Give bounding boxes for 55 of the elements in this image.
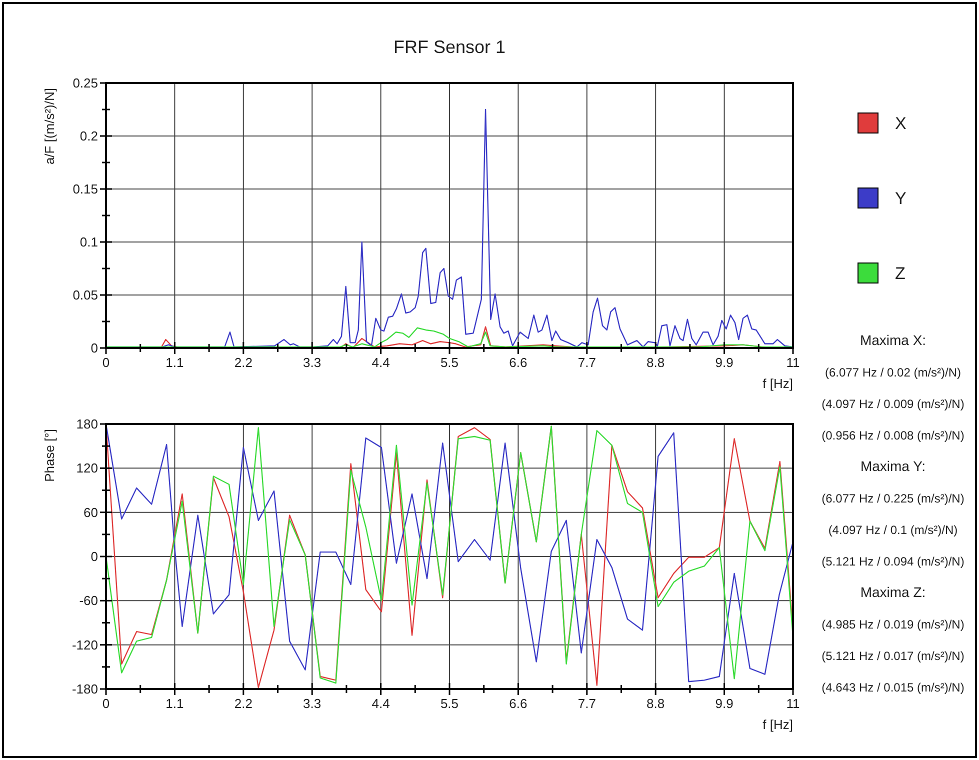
y-axis-title: a/F [(m/s²)/N] xyxy=(42,88,57,165)
y-tick-label: -60 xyxy=(79,593,98,608)
y-tick-label: 0 xyxy=(90,340,98,356)
y-tick-label: -120 xyxy=(72,637,98,652)
x-axis-title: f [Hz] xyxy=(762,376,793,391)
text: Maxima X: xyxy=(860,332,926,348)
x-tick-label: 0 xyxy=(102,696,110,711)
y-tick-label: 120 xyxy=(76,460,98,476)
x-tick-label: 2.2 xyxy=(234,355,252,370)
text: (5.121 Hz / 0.094 (m/s²)/N) xyxy=(822,554,964,568)
x-tick-label: 5.5 xyxy=(440,696,459,711)
y-tick-label: 0 xyxy=(90,549,98,564)
x-tick-label: 7.7 xyxy=(578,355,596,370)
y-tick-label: 0.05 xyxy=(72,288,98,302)
y-tick-label: 180 xyxy=(76,416,98,432)
x-tick-label: 9.9 xyxy=(715,696,734,711)
x-tick-label: 11 xyxy=(786,355,800,370)
x-axis-title: f [Hz] xyxy=(762,717,793,732)
text: (4.643 Hz / 0.015 (m/s²)/N) xyxy=(822,680,964,694)
x-tick-label: 6.6 xyxy=(509,696,528,711)
x-tick-label: 2.2 xyxy=(234,696,252,711)
x-tick-label: 4.4 xyxy=(372,355,390,370)
legend-label: Z xyxy=(895,264,906,283)
text: (0.956 Hz / 0.008 (m/s²)/N) xyxy=(822,428,964,442)
text: Maxima Z: xyxy=(860,584,926,600)
legend-label: Y xyxy=(895,189,906,208)
y-tick-label: 0.2 xyxy=(80,128,98,144)
text: (4.097 Hz / 0.1 (m/s²)/N) xyxy=(828,523,958,537)
y-tick-label: 0.25 xyxy=(72,76,98,90)
x-tick-label: 0 xyxy=(102,355,110,370)
y-tick-label: 60 xyxy=(84,504,98,520)
x-tick-label: 4.4 xyxy=(372,696,390,711)
x-tick-label: 3.3 xyxy=(303,696,322,711)
text: (6.077 Hz / 0.225 (m/s²)/N) xyxy=(822,492,964,506)
x-tick-label: 8.8 xyxy=(646,355,665,370)
x-tick-label: 7.7 xyxy=(578,696,596,711)
y-tick-label: 0.1 xyxy=(80,234,98,250)
chart-title: FRF Sensor 1 xyxy=(393,37,506,57)
x-tick-label: 1.1 xyxy=(166,355,184,370)
text: (6.077 Hz / 0.02 (m/s²)/N) xyxy=(824,366,962,380)
x-tick-label: 1.1 xyxy=(166,696,184,711)
x-tick-label: 11 xyxy=(786,696,800,711)
x-tick-label: 8.8 xyxy=(646,696,665,711)
text: Maxima Y: xyxy=(860,458,926,474)
y-tick-label: 0.15 xyxy=(72,182,98,196)
x-tick-label: 5.5 xyxy=(440,355,459,370)
text: (4.097 Hz / 0.009 (m/s²)/N) xyxy=(822,397,964,411)
x-tick-label: 9.9 xyxy=(715,355,734,370)
y-axis-title: Phase [°] xyxy=(42,429,57,482)
x-tick-label: 6.6 xyxy=(509,355,528,370)
text: (4.985 Hz / 0.019 (m/s²)/N) xyxy=(822,618,964,632)
legend-label: X xyxy=(895,114,906,133)
y-tick-label: -180 xyxy=(72,682,98,696)
x-tick-label: 3.3 xyxy=(303,355,322,370)
text: (5.121 Hz / 0.017 (m/s²)/N) xyxy=(822,649,964,663)
